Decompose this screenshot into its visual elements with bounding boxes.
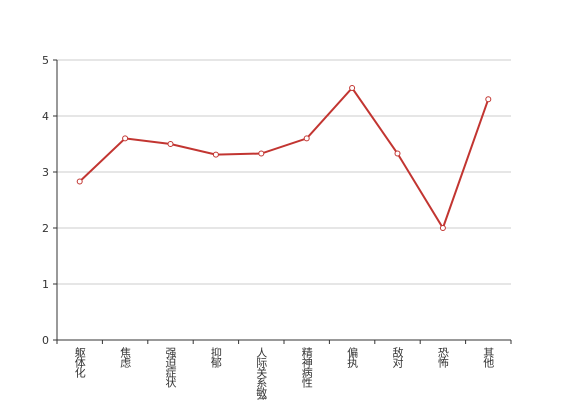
y-tick-label: 4 [42, 110, 49, 123]
y-tick-label: 1 [42, 278, 49, 291]
x-tick-label: 其他 [482, 347, 495, 368]
point [122, 135, 129, 142]
point [394, 150, 401, 157]
x-tick-label: 焦虑 [119, 347, 132, 368]
x-tick-label: 人际关系敏感 [255, 347, 268, 400]
y-tick-label: 5 [42, 54, 49, 67]
y-tick-label: 3 [42, 166, 49, 179]
x-tick-label: 恐怖 [436, 347, 449, 368]
point [167, 141, 174, 147]
point [485, 96, 492, 103]
point [212, 151, 219, 158]
point [76, 178, 83, 185]
point [303, 135, 310, 142]
x-tick-label: 偏执 [346, 346, 359, 369]
x-tick-label: 躯体化 [73, 347, 86, 379]
point [349, 85, 356, 91]
y-tick-label: 0 [42, 334, 49, 347]
point [439, 225, 446, 231]
x-tick-label: 强迫症状 [164, 347, 177, 388]
x-tick-label: 敌对 [391, 346, 404, 368]
y-tick-label: 2 [42, 222, 49, 235]
x-tick-label: 抑郁 [209, 346, 222, 368]
point [258, 150, 265, 157]
x-tick-label: 精神病性 [300, 347, 313, 389]
line [79, 86, 490, 231]
